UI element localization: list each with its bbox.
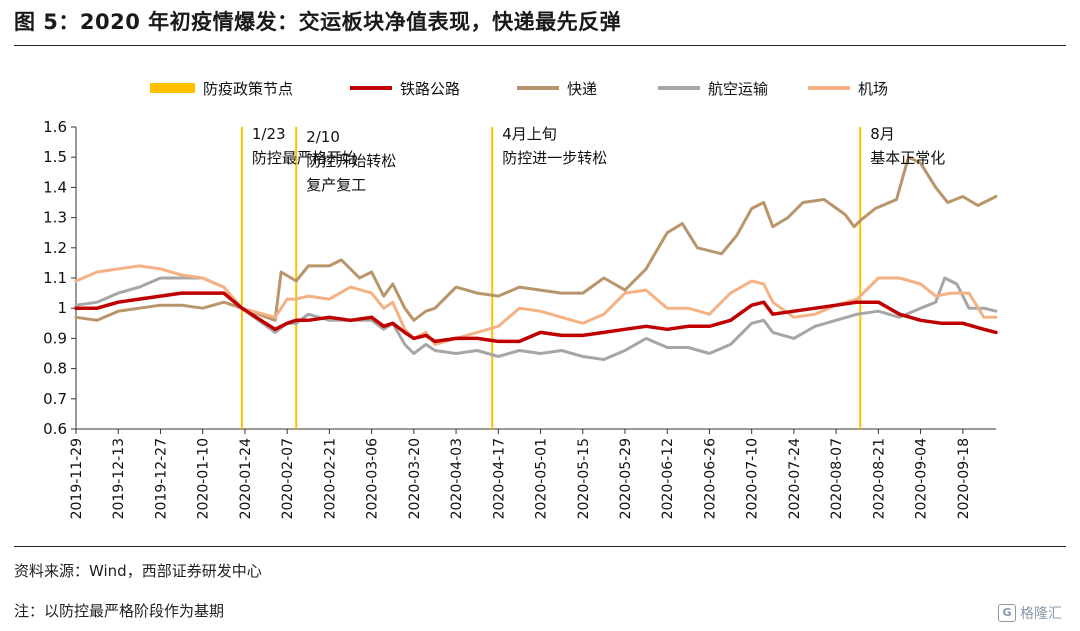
x-tick-label: 2020-04-17 xyxy=(491,438,507,519)
policy-node-label: 8月 xyxy=(870,125,895,143)
footer-divider xyxy=(14,546,1066,547)
x-tick-label: 2020-04-03 xyxy=(449,438,465,519)
series-line xyxy=(74,264,998,346)
watermark: G 格隆汇 xyxy=(998,603,1062,623)
y-tick-label: 0.8 xyxy=(43,360,67,378)
legend: 防疫政策节点 铁路公路 快递 航空运输 机场 xyxy=(150,80,888,98)
policy-node-label: 2/10 xyxy=(306,128,340,146)
x-tick-label: 2020-09-18 xyxy=(956,438,972,519)
x-tick-label: 2020-06-12 xyxy=(660,438,676,519)
legend-label: 铁路公路 xyxy=(400,80,460,98)
y-tick-label: 1.1 xyxy=(43,269,67,287)
x-tick-label: 2020-05-29 xyxy=(618,438,634,519)
policy-node-label: 4月上旬 xyxy=(502,125,557,143)
series-lines xyxy=(74,155,998,361)
policy-node-label: 1/23 xyxy=(252,125,286,143)
policy-node-label: 复产复工 xyxy=(306,176,366,194)
y-tick-label: 1.6 xyxy=(43,118,67,136)
x-tick-label: 2019-12-27 xyxy=(153,438,169,519)
x-tick-label: 2020-06-26 xyxy=(702,438,718,519)
x-tick-label: 2020-05-01 xyxy=(534,438,550,519)
x-tick-label: 2020-03-20 xyxy=(407,438,423,519)
legend-label: 防疫政策节点 xyxy=(203,80,293,98)
y-tick-label: 0.6 xyxy=(43,420,67,438)
x-tick-label: 2019-12-13 xyxy=(111,438,127,519)
legend-label: 航空运输 xyxy=(708,80,768,98)
x-tick-label: 2020-09-04 xyxy=(914,438,930,519)
y-tick-label: 0.9 xyxy=(43,329,67,347)
source-text: 资料来源：Wind，西部证券研发中心 xyxy=(14,562,262,580)
legend-label: 快递 xyxy=(567,80,597,98)
x-tick-label: 2020-01-24 xyxy=(238,438,254,519)
x-tick-label: 2020-08-07 xyxy=(829,438,845,519)
x-tick-label: 2020-08-21 xyxy=(871,438,887,519)
series-line xyxy=(74,291,998,344)
x-tick-label: 2019-11-29 xyxy=(69,438,85,519)
y-tick-label: 1.3 xyxy=(43,209,67,227)
legend-label: 机场 xyxy=(858,80,888,98)
axes: 1.6 1.5 1.4 1.3 1.2 1.1 1 0.9 0.8 0.7 0.62019-11-2… xyxy=(43,118,996,519)
x-tick-label: 2020-07-10 xyxy=(745,438,761,519)
x-tick-label: 2020-07-24 xyxy=(787,438,803,519)
policy-node-label: 防控进一步转松 xyxy=(502,149,607,167)
x-tick-label: 2020-01-10 xyxy=(196,438,212,519)
policy-nodes xyxy=(240,127,862,429)
policy-node-label: 防控最严格开始 xyxy=(252,149,357,167)
y-tick-label: 1 xyxy=(57,299,67,317)
legend-swatch xyxy=(150,83,195,93)
y-tick-label: 0.7 xyxy=(43,390,67,408)
policy-node-label: 基本正常化 xyxy=(870,149,945,167)
x-tick-label: 2020-03-06 xyxy=(365,438,381,519)
chart-title: 图 5：2020 年初疫情爆发：交运板块净值表现，快递最先反弹 xyxy=(14,10,622,34)
chart-area: 防疫政策节点 铁路公路 快递 航空运输 机场 1.6 1.5 1.4 1.3 1.2 1.1 1 0.… xyxy=(43,80,998,519)
watermark-text: 格隆汇 xyxy=(1020,606,1062,622)
y-tick-label: 1.5 xyxy=(43,148,67,166)
note-text: 注：以防控最严格阶段作为基期 xyxy=(14,602,225,620)
series-line xyxy=(74,155,998,322)
y-tick-label: 1.2 xyxy=(43,239,67,257)
title-divider xyxy=(14,45,1066,46)
policy-node-label: 防控开始转松 xyxy=(306,152,396,170)
x-tick-label: 2020-02-07 xyxy=(280,438,296,519)
x-tick-label: 2020-05-15 xyxy=(576,438,592,519)
y-tick-label: 1.4 xyxy=(43,178,67,196)
watermark-logo-icon: G xyxy=(998,604,1016,622)
x-tick-label: 2020-02-21 xyxy=(322,438,338,519)
